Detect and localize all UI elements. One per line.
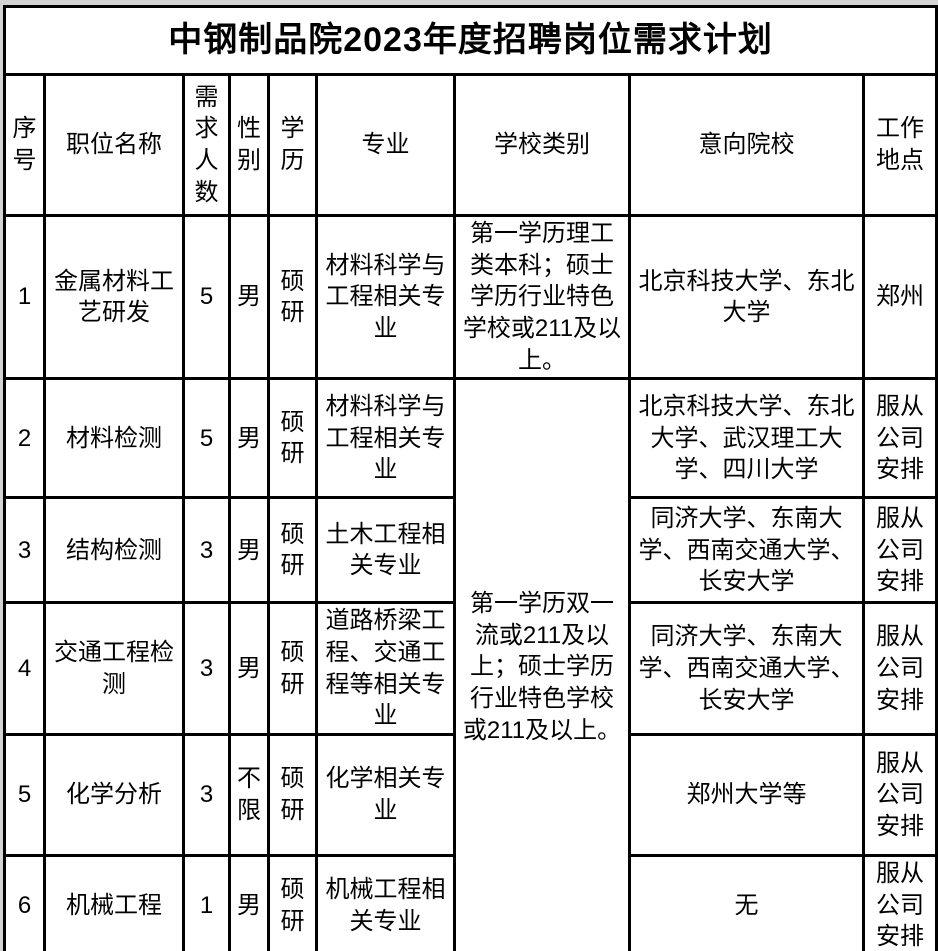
row-4-position: 交通工程检测 (43, 601, 185, 737)
row-4-count: 3 (182, 601, 231, 737)
row-4-major: 道路桥梁工程、交通工程等相关专业 (315, 601, 456, 737)
row-6-position: 机械工程 (43, 854, 185, 951)
row-3-intended-schools: 同济大学、东南大学、西南交通大学、长安大学 (628, 496, 865, 605)
row-5-intended-schools: 郑州大学等 (628, 733, 865, 858)
row-6-gender: 男 (228, 854, 270, 951)
column-header-intended-schools: 意向院校 (628, 73, 865, 217)
row-3-count: 3 (182, 496, 231, 605)
row-5-location: 服从公司安排 (861, 733, 938, 858)
row-3-seq: 3 (3, 496, 46, 605)
row-6-count: 1 (182, 854, 231, 951)
row-4-seq: 4 (3, 601, 46, 737)
column-header-major: 专业 (315, 73, 456, 217)
row-3-major: 土木工程相关专业 (315, 496, 456, 605)
row-5-position: 化学分析 (43, 733, 185, 858)
row-6-location: 服从公司安排 (861, 854, 938, 951)
row-1-intended-schools: 北京科技大学、东北大学 (628, 213, 865, 381)
table-row-5: 5 化学分析 3 不限 硕研 化学相关专业 郑州大学等 服从公司安排 (3, 733, 938, 858)
table-row-1: 1 金属材料工艺研发 5 男 硕研 材料科学与工程相关专业 第一学历理工类本科；… (3, 213, 938, 381)
table-title-row: 中钢制品院2023年度招聘岗位需求计划 (2, 5, 938, 76)
column-header-position: 职位名称 (43, 73, 185, 217)
row-2-intended-schools: 北京科技大学、东北大学、武汉理工大学、四川大学 (628, 377, 865, 500)
column-header-gender: 性别 (228, 73, 270, 217)
row-4-gender: 男 (228, 601, 270, 737)
row-3-position: 结构检测 (43, 496, 185, 605)
row-1-seq: 1 (3, 213, 46, 381)
row-4-intended-schools: 同济大学、东南大学、西南交通大学、长安大学 (628, 601, 865, 737)
row-4-location: 服从公司安排 (861, 601, 938, 737)
table-title: 中钢制品院2023年度招聘岗位需求计划 (2, 5, 938, 76)
table-row-2: 2 材料检测 5 男 硕研 材料科学与工程相关专业 第一学历双一流或211及以上… (3, 377, 938, 951)
table-header-row: 序号 职位名称 需求人数 性别 学历 专业 学校类别 意向院校 工作地点 (3, 73, 938, 217)
table-row-6: 6 机械工程 1 男 硕研 机械工程相关专业 无 服从公司安排 (3, 854, 938, 951)
row-2-location: 服从公司安排 (861, 377, 938, 500)
row-6-seq: 6 (3, 854, 46, 951)
row-5-seq: 5 (3, 733, 46, 858)
row-5-count: 3 (182, 733, 231, 858)
column-header-seq: 序号 (3, 73, 46, 217)
row-6-degree: 硕研 (267, 854, 318, 951)
row-2-seq: 2 (3, 377, 46, 500)
row-5-gender: 不限 (228, 733, 270, 858)
row-5-major: 化学相关专业 (315, 733, 456, 858)
row-5-degree: 硕研 (267, 733, 318, 858)
row-1-count: 5 (182, 213, 231, 381)
column-header-location: 工作地点 (861, 73, 938, 217)
merged-school-category: 第一学历双一流或211及以上；硕士学历行业特色学校或211及以上。 (453, 377, 631, 951)
row-1-position: 金属材料工艺研发 (43, 213, 185, 381)
row-1-major: 材料科学与工程相关专业 (315, 213, 456, 381)
row-1-gender: 男 (228, 213, 270, 381)
row-1-school-category: 第一学历理工类本科；硕士学历行业特色学校或211及以上。 (453, 213, 631, 381)
recruitment-table: 中钢制品院2023年度招聘岗位需求计划 序号 职位名称 需求人数 性别 学历 专… (2, 5, 938, 951)
table-row-4: 4 交通工程检测 3 男 硕研 道路桥梁工程、交通工程等相关专业 同济大学、东南… (3, 601, 938, 737)
row-3-location: 服从公司安排 (861, 496, 938, 605)
row-3-degree: 硕研 (267, 496, 318, 605)
column-header-count: 需求人数 (182, 73, 231, 217)
row-2-degree: 硕研 (267, 377, 318, 500)
row-2-position: 材料检测 (43, 377, 185, 500)
row-2-major: 材料科学与工程相关专业 (315, 377, 456, 500)
row-6-major: 机械工程相关专业 (315, 854, 456, 951)
row-1-degree: 硕研 (267, 213, 318, 381)
row-6-intended-schools: 无 (628, 854, 865, 951)
row-1-location: 郑州 (861, 213, 938, 381)
row-4-degree: 硕研 (267, 601, 318, 737)
row-3-gender: 男 (228, 496, 270, 605)
row-2-gender: 男 (228, 377, 270, 500)
table-row-3: 3 结构检测 3 男 硕研 土木工程相关专业 同济大学、东南大学、西南交通大学、… (3, 496, 938, 605)
column-header-school-category: 学校类别 (453, 73, 631, 217)
column-header-degree: 学历 (267, 73, 318, 217)
row-2-count: 5 (182, 377, 231, 500)
